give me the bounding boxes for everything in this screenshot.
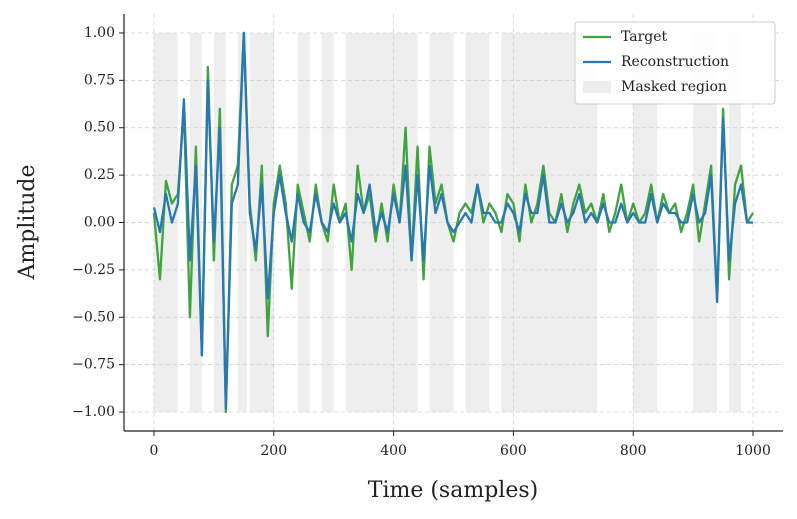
y-tick-label: −0.25 xyxy=(72,262,115,278)
masked-region xyxy=(237,32,247,413)
y-tick-label: 0.25 xyxy=(84,167,115,183)
masked-region xyxy=(585,32,598,413)
y-tick-label: 1.00 xyxy=(84,25,115,41)
y-tick-label: 0.00 xyxy=(84,215,115,231)
y-tick-label: −1.00 xyxy=(72,404,115,420)
y-tick-label: −0.50 xyxy=(72,309,115,325)
y-tick-label: 0.75 xyxy=(84,72,115,88)
y-tick-label: −0.75 xyxy=(72,357,115,373)
x-tick-label: 0 xyxy=(149,443,158,459)
x-tick-label: 600 xyxy=(500,443,527,459)
data-line xyxy=(152,31,754,410)
y-axis-label: Amplitude xyxy=(15,164,40,280)
masked-region xyxy=(213,32,226,413)
x-tick-label: 200 xyxy=(260,443,287,459)
y-tick-label: 0.50 xyxy=(84,120,115,136)
x-axis-label: Time (samples) xyxy=(368,478,538,503)
legend-label: Masked region xyxy=(621,79,727,95)
x-tick-label: 400 xyxy=(380,443,407,459)
legend-swatch xyxy=(583,81,611,93)
x-tick-label: 1000 xyxy=(735,443,771,459)
legend-label: Target xyxy=(621,29,668,45)
legend-label: Reconstruction xyxy=(621,54,729,70)
x-tick-label: 800 xyxy=(620,443,647,459)
legend-box xyxy=(574,21,776,105)
